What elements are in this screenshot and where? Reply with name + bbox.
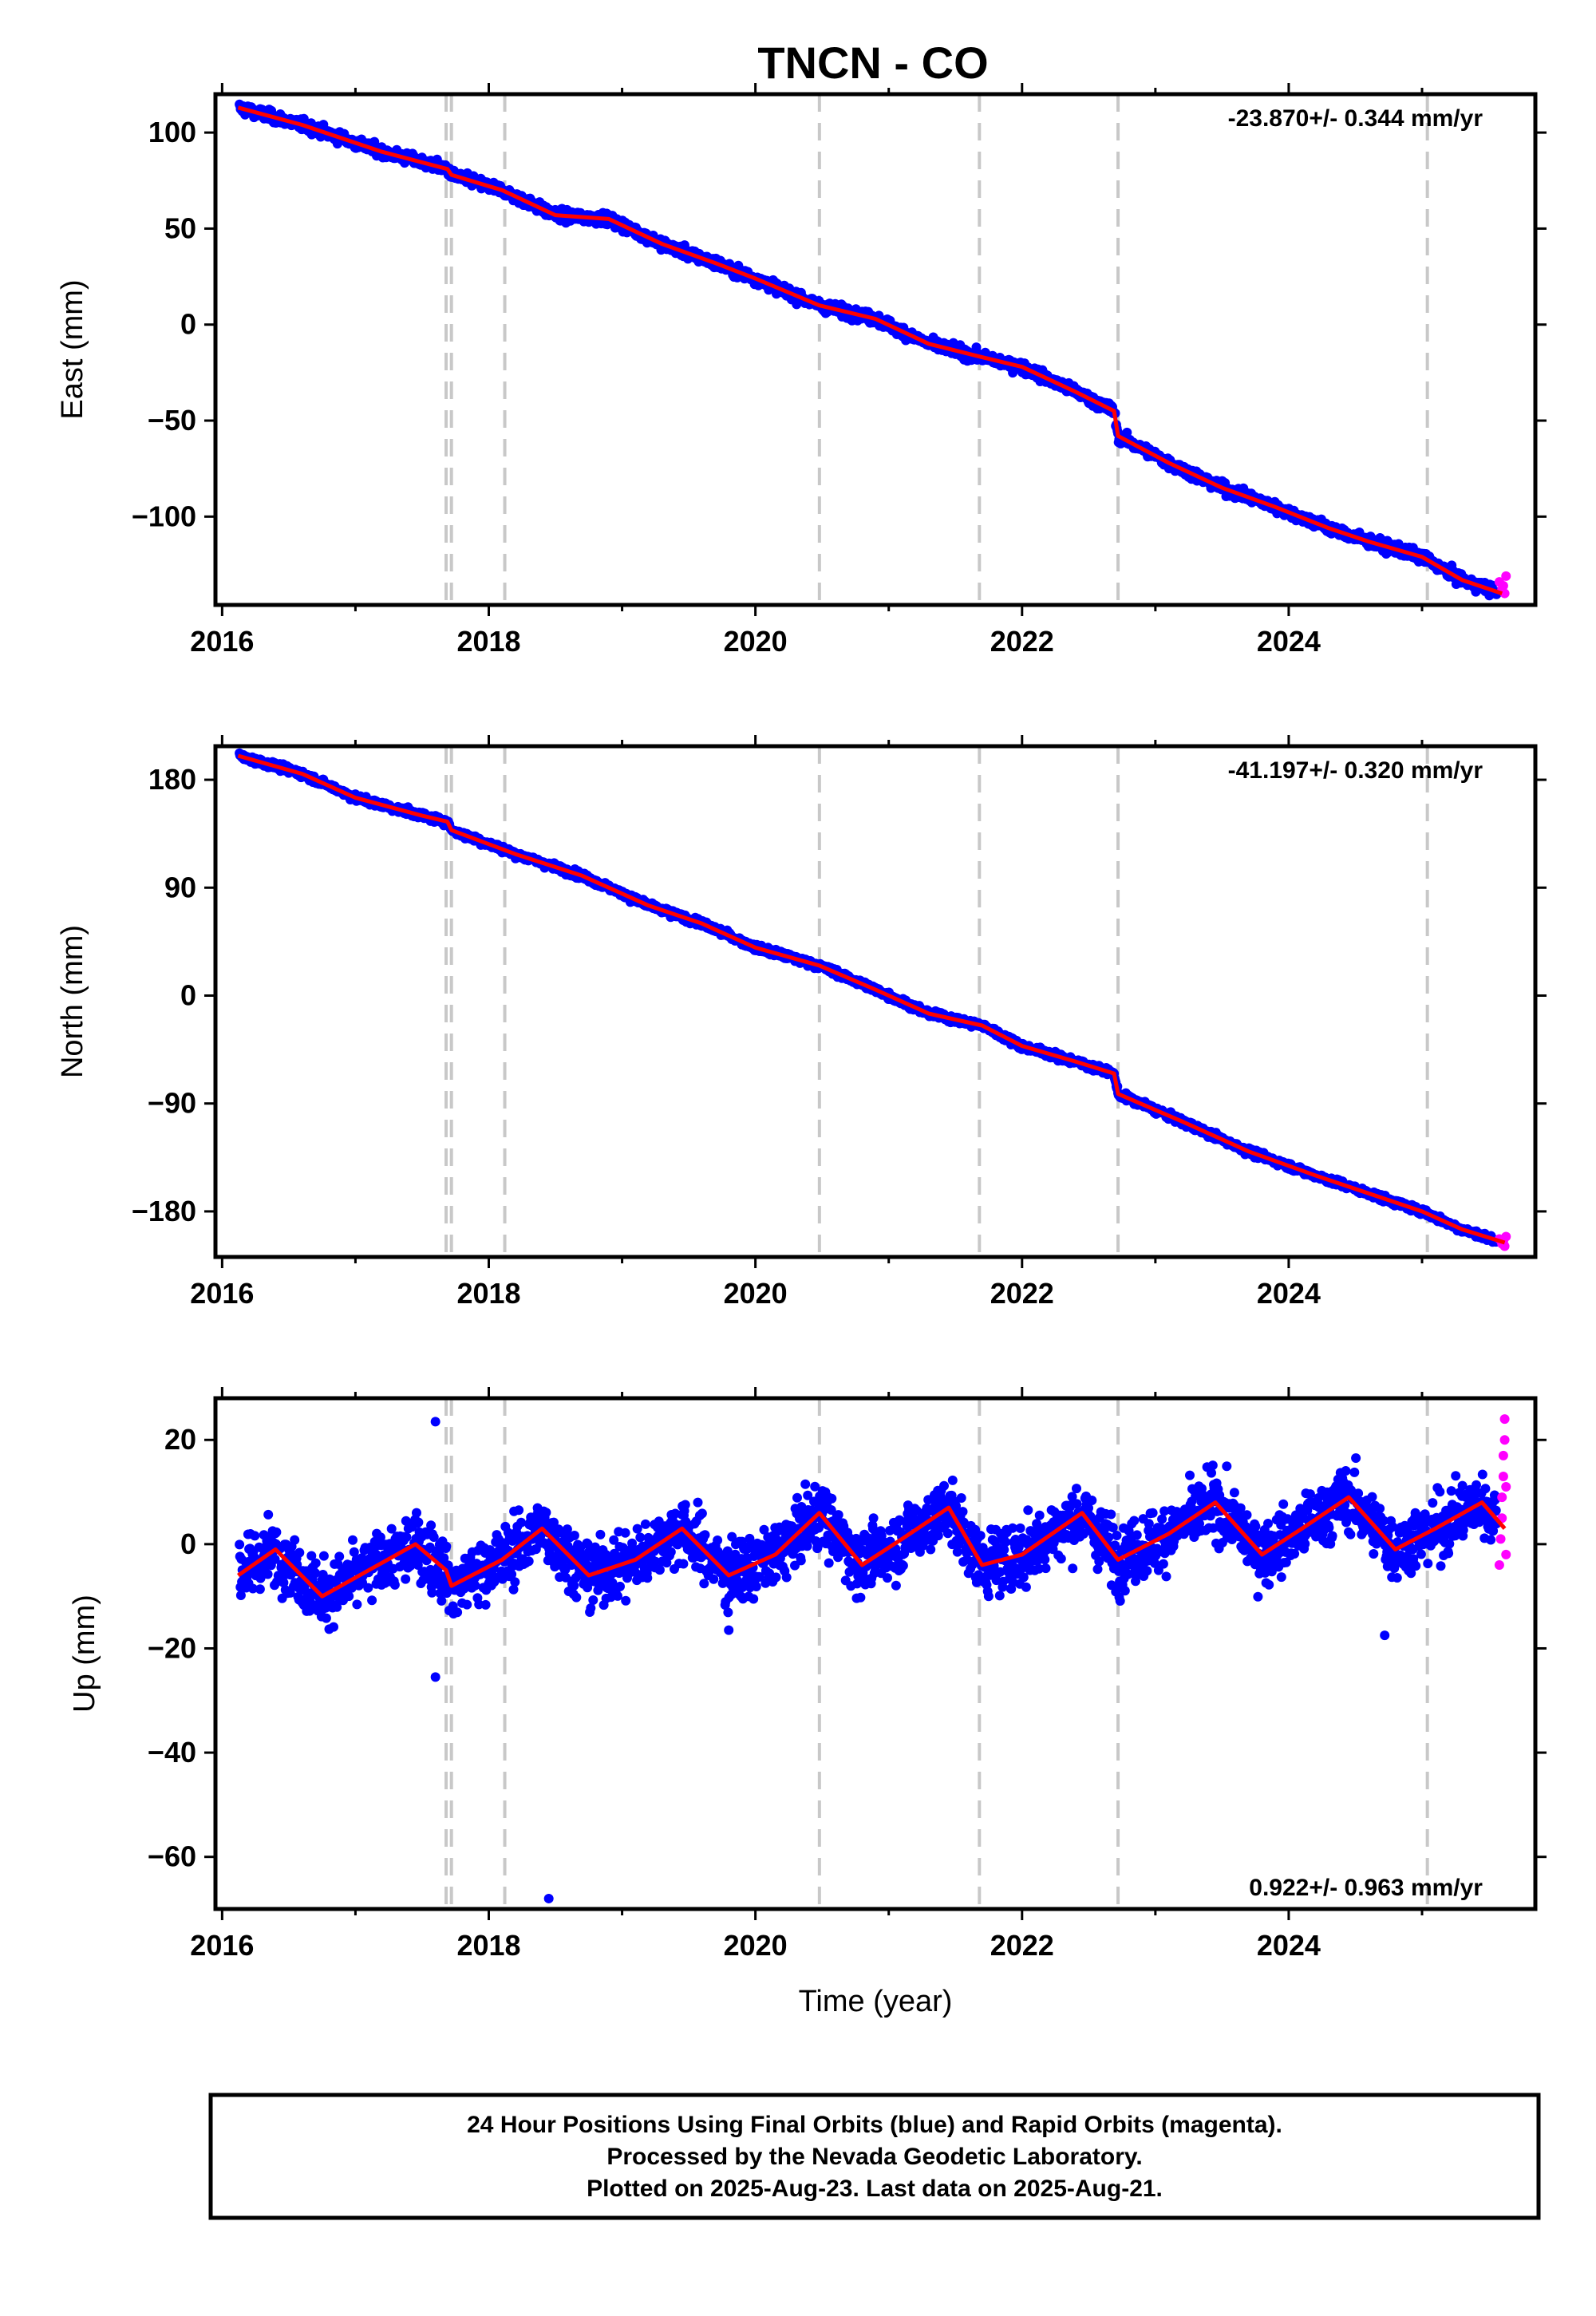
up-final-point [401,1532,412,1542]
up-final-point [271,1527,282,1537]
east-final-point [1122,427,1132,437]
up-final-point [250,1531,260,1541]
east-ytick-label: −100 [132,500,196,532]
east-xtick-label: 2018 [456,625,520,658]
east-ytick-label: −50 [148,404,196,437]
up-final-point [413,1517,424,1528]
east-rapid-point [1501,571,1511,581]
east-xtick-label: 2024 [1257,625,1321,658]
east-xtick-label: 2020 [724,625,788,658]
up-final-point [334,1551,345,1562]
north-ytick-label: 90 [164,871,196,903]
up-final-point [263,1509,274,1520]
up-final-point [401,1574,411,1584]
up-final-point [412,1508,421,1518]
east-ytick-label: 50 [164,211,196,244]
north-xtick-label: 2018 [456,1277,520,1310]
east-ylabel: East (mm) [56,279,89,419]
east-ytick-label: 100 [148,116,196,148]
north-panel: 2016 2018 2020 2022 2024 180 90 0 −90 −180 -41.19… [56,735,1547,1310]
up-final-point [318,1551,329,1561]
up-final-point [263,1569,273,1579]
north-ytick-label: −180 [132,1195,196,1227]
up-final-point [255,1584,265,1595]
up-final-point [329,1622,338,1632]
up-final-point [235,1539,245,1550]
up-final-point [348,1535,358,1545]
up-final-point [294,1547,305,1558]
north-xtick-label: 2024 [1257,1277,1321,1310]
east-xtick-label: 2016 [190,625,254,658]
east-xtick-label: 2022 [990,625,1054,658]
east-panel: 2016 2018 2020 2022 2024 100 50 0 −50 −100 -23.87… [56,83,1547,658]
east-rate-label: -23.870+/- 0.344 mm/yr [1228,105,1483,132]
north-ytick-label: 180 [148,763,196,796]
north-ytick-label: −90 [148,1087,196,1120]
chart-title: TNCN - CO [757,38,988,88]
north-ylabel: North (mm) [56,925,89,1078]
east-model-line [237,105,1503,595]
north-xtick-label: 2016 [190,1277,254,1310]
north-xtick-label: 2020 [724,1277,788,1310]
up-final-point [367,1595,377,1606]
east-ytick-label: 0 [180,308,196,341]
up-final-point [363,1583,373,1593]
up-final-point [321,1613,331,1623]
north-ytick-label: 0 [180,978,196,1011]
north-rate-label: -41.197+/- 0.320 mm/yr [1228,757,1483,784]
north-xtick-label: 2022 [990,1277,1054,1310]
up-final-point [389,1579,400,1590]
up-final-point [290,1535,300,1545]
up-final-point [352,1599,362,1610]
up-final-point [310,1558,321,1568]
